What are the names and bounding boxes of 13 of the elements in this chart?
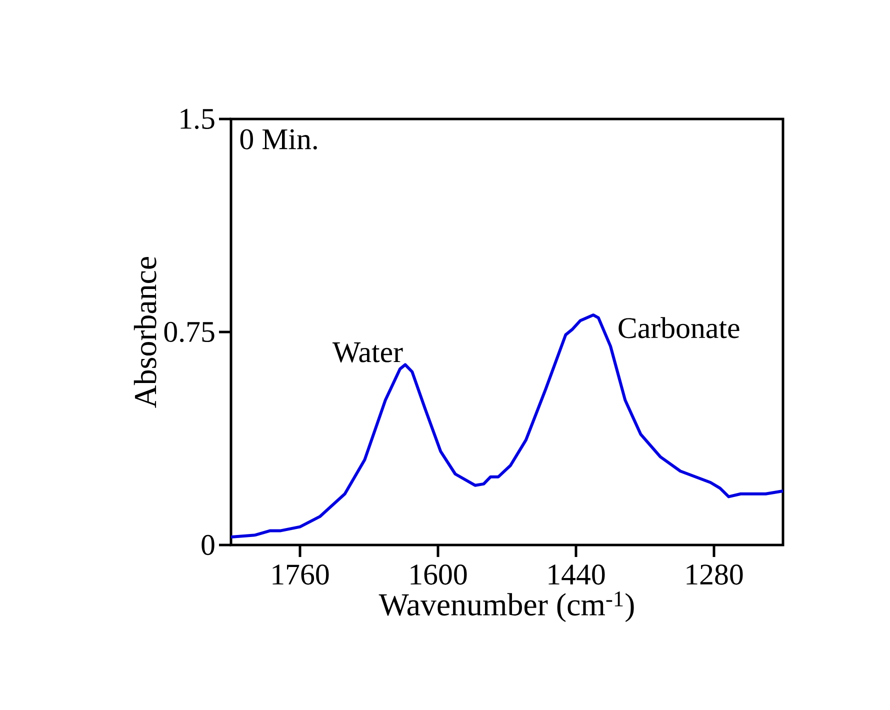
y-tick-label: 0.75 <box>164 322 214 342</box>
y-axis-title: Absorbance <box>134 256 156 408</box>
line-series <box>229 313 784 539</box>
x-tick-label: 1600 <box>410 564 467 585</box>
y-tick-label: 0 <box>202 534 214 556</box>
annotation: Water <box>332 342 403 362</box>
annotation: Carbonate <box>618 317 740 338</box>
x-tick-label: 1280 <box>686 564 743 585</box>
x-tick-label: 1760 <box>272 564 329 585</box>
x-axis-title: Wavenumber (cm$^{-1}$) <box>378 592 634 622</box>
annotation: 0 Min. <box>240 129 317 150</box>
x-tick-label: 1440 <box>548 564 605 585</box>
y-tick-label: 1.5 <box>180 108 214 130</box>
